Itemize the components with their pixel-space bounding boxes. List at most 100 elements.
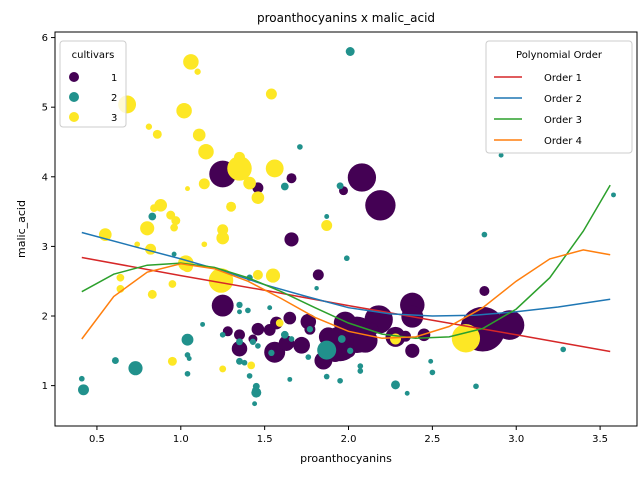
y-tick-label: 3: [42, 242, 48, 253]
data-point-cultivar-3: [152, 129, 162, 139]
y-tick-label: 6: [42, 33, 48, 44]
data-point-cultivar-2: [473, 383, 479, 390]
data-point-cultivar-1: [231, 340, 248, 357]
y-axis: 1 2 3 4 5 6: [42, 33, 55, 392]
data-point-cultivar-3: [171, 216, 181, 226]
data-point-cultivar-2: [280, 182, 289, 191]
data-point-cultivar-3: [265, 268, 281, 283]
data-point-cultivar-3: [265, 159, 284, 178]
data-point-cultivar-2: [357, 363, 364, 369]
y-tick-label: 1: [42, 381, 48, 392]
data-point-cultivar-3: [265, 88, 277, 100]
chart-title: proanthocyanins x malic_acid: [257, 11, 435, 25]
data-point-cultivar-3: [198, 178, 210, 190]
fit-line-order-2: [81, 231, 611, 317]
data-point-cultivar-3: [134, 241, 141, 248]
fit-line-order-1: [81, 256, 611, 353]
data-point-cultivar-2: [391, 380, 400, 390]
cultivar-legend-title: cultivars: [72, 50, 115, 61]
data-point-cultivar-2: [181, 333, 194, 346]
data-point-cultivar-2: [219, 331, 226, 338]
cultivar-legend-box: [59, 40, 127, 128]
data-point-cultivar-3: [243, 176, 256, 190]
data-point-cultivar-2: [611, 192, 616, 198]
data-point-cultivar-2: [305, 354, 312, 360]
data-point-cultivar-2: [255, 343, 261, 349]
data-point-cultivar-2: [171, 251, 177, 257]
data-point-cultivar-1: [293, 336, 310, 354]
scatter-points: [78, 47, 616, 407]
data-point-cultivar-2: [200, 321, 206, 327]
legend-label-order-3: Order 3: [544, 115, 582, 126]
legend-label-order-1: Order 1: [544, 73, 582, 84]
data-point-cultivar-2: [252, 401, 258, 407]
data-point-cultivar-3: [201, 241, 208, 248]
data-point-cultivar-2: [246, 373, 253, 379]
data-point-cultivar-3: [140, 221, 155, 236]
data-point-cultivar-3: [147, 289, 157, 299]
data-point-cultivar-2: [345, 47, 355, 56]
data-point-cultivar-3: [145, 123, 153, 130]
data-point-cultivar-2: [236, 357, 243, 365]
data-point-cultivar-1: [251, 322, 265, 336]
data-point-cultivar-2: [287, 376, 293, 382]
data-point-cultivar-3: [116, 273, 125, 282]
legend-marker-cultivar-3: [69, 112, 79, 122]
data-point-cultivar-3: [150, 204, 158, 212]
data-point-cultivar-1: [286, 173, 297, 184]
data-point-cultivar-2: [324, 214, 330, 219]
x-axis-label: proanthocyanins: [300, 452, 392, 465]
data-point-cultivar-3: [208, 268, 234, 293]
data-point-cultivar-2: [78, 375, 85, 382]
legend-marker-cultivar-1: [69, 72, 79, 82]
data-point-cultivar-3: [167, 356, 177, 366]
data-point-cultivar-2: [280, 330, 289, 339]
data-point-cultivar-2: [186, 356, 192, 361]
x-tick-label: 2.0: [341, 434, 357, 445]
fit-lines: [81, 184, 611, 353]
data-point-cultivar-1: [284, 232, 299, 247]
data-point-cultivar-3: [185, 186, 190, 192]
data-point-cultivar-2: [148, 212, 157, 221]
polynomial-legend-box: [485, 40, 633, 154]
data-point-cultivar-1: [211, 294, 234, 317]
y-tick-label: 4: [42, 172, 48, 183]
cultivar-legend: cultivars 1 2 3: [59, 40, 127, 128]
data-point-cultivar-2: [78, 384, 89, 396]
x-tick-label: 3.0: [508, 434, 524, 445]
data-point-cultivar-2: [128, 361, 143, 376]
data-point-cultivar-1: [479, 286, 490, 296]
data-point-cultivar-2: [357, 368, 364, 374]
y-tick-label: 2: [42, 312, 48, 323]
data-point-cultivar-2: [347, 347, 354, 354]
x-tick-label: 1.5: [257, 434, 273, 445]
data-point-cultivar-1: [405, 343, 420, 358]
data-point-cultivar-2: [236, 301, 243, 309]
data-point-cultivar-2: [343, 255, 350, 262]
x-tick-label: 1.0: [173, 434, 189, 445]
data-point-cultivar-2: [404, 390, 410, 396]
data-point-cultivar-2: [252, 387, 258, 393]
legend-label-cultivar-3: 3: [111, 113, 117, 124]
data-point-cultivar-2: [245, 307, 251, 314]
data-point-cultivar-3: [227, 156, 252, 181]
data-point-cultivar-3: [216, 231, 230, 245]
data-point-cultivar-2: [337, 377, 343, 384]
y-tick-label: 5: [42, 103, 48, 114]
legend-label-order-4: Order 4: [544, 136, 582, 147]
plot-frame: [54, 31, 638, 427]
data-point-cultivar-3: [219, 365, 227, 373]
x-tick-label: 3.5: [592, 434, 608, 445]
data-point-cultivar-3: [251, 191, 265, 205]
fit-line-order-4: [81, 249, 611, 340]
data-point-cultivar-1: [283, 311, 297, 325]
data-point-cultivar-1: [365, 190, 396, 221]
data-point-cultivar-2: [337, 335, 346, 343]
legend-label-cultivar-2: 2: [111, 93, 117, 104]
data-point-cultivar-2: [288, 336, 295, 342]
data-point-cultivar-3: [194, 68, 201, 75]
legend-label-order-2: Order 2: [544, 94, 582, 105]
data-point-cultivar-2: [336, 182, 344, 190]
fit-line-order-3: [81, 184, 611, 340]
